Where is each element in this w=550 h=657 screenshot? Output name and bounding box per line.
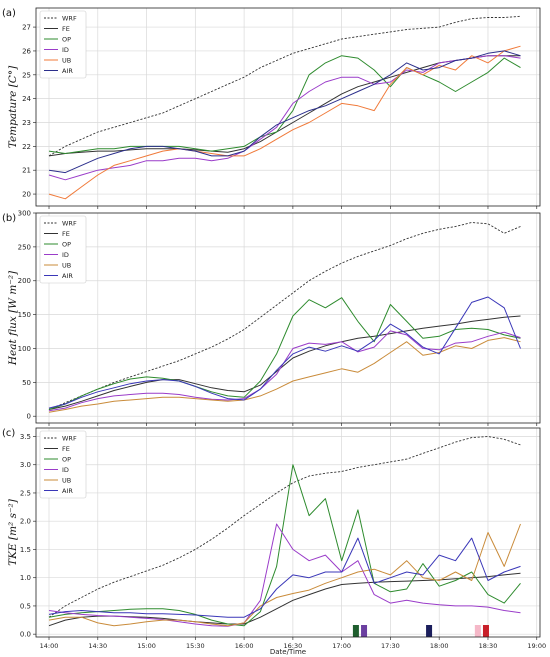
x-tick-label: 14:30 [88,642,107,650]
y-tick-label: 0.5 [20,602,31,610]
series-line-wrf [48,436,521,618]
legend-label: UB [62,56,71,64]
x-axis-label: Date/Time [270,648,306,656]
x-tick-label: 19:00 [527,642,546,650]
legend-label: OP [62,35,71,43]
panel-label: (c) [2,428,15,439]
legend-label: OP [62,240,71,248]
legend-label: WRF [62,434,77,442]
time-marker [426,625,433,637]
legend: WRF FE OP ID UB AIR [39,215,87,284]
legend-label: WRF [62,219,77,227]
y-axis-label: Heat flux [W m⁻²] [7,270,19,366]
y-tick-label: 0 [27,413,31,421]
y-tick-label: 26 [22,47,31,55]
x-tick-label: 15:30 [186,642,205,650]
time-marker [482,625,489,637]
legend-label: ID [62,251,69,259]
legend: WRF FE OP ID UB AIR [39,10,87,79]
legend-label: UB [62,261,71,269]
y-tick-label: 22 [22,143,31,151]
y-axis-label: Tempature [C°] [7,65,19,148]
series-line-op [48,297,521,410]
x-tick-label: 18:00 [430,642,449,650]
plot-frame [35,212,541,424]
plot-frame [35,427,541,638]
legend-box [39,430,87,499]
legend-label: ID [62,466,69,474]
series-line-id [48,55,521,181]
series-line-ub [48,523,521,627]
y-axis-label: TKE [m² s⁻²] [7,498,19,566]
y-tick-label: 20 [22,191,31,199]
y-tick-label: 3.0 [20,461,31,469]
legend-label: AIR [62,487,73,495]
y-tick-label: 200 [18,277,31,285]
y-tick-label: 2.0 [20,518,31,526]
series-line-air [48,537,521,618]
y-tick-label: 300 [18,210,31,218]
legend-label: OP [62,455,71,463]
legend-label: WRF [62,14,77,22]
series-line-id [48,523,521,627]
legend-label: FE [62,25,70,33]
legend-label: AIR [62,67,73,75]
y-tick-label: 21 [22,167,31,175]
y-tick-label: 150 [18,311,31,319]
x-tick-label: 14:00 [40,642,59,650]
time-marker [361,625,368,637]
x-tick-label: 16:30 [284,642,303,650]
x-tick-label: 17:00 [332,642,351,650]
y-tick-label: 250 [18,243,31,251]
x-tick-label: 18:30 [479,642,498,650]
series-line-air [48,50,521,174]
series-line-ub [48,337,521,413]
legend-box [39,215,87,284]
y-tick-label: 0.0 [20,631,31,639]
plot-frame [35,7,541,207]
y-tick-label: 23 [22,119,31,127]
legend: WRF FE OP ID UB AIR [39,430,87,499]
legend-label: AIR [62,272,73,280]
legend-label: ID [62,46,69,54]
legend-label: UB [62,476,71,484]
series-line-wrf [48,15,521,157]
panel-2: 0.0 0.5 1.0 1.5 2.0 2.5 3.0 3.5 14:00 14:30 15:00 1… [2,427,546,650]
panel-0: 20 21 22 23 24 25 26 27 WRF FE OP ID UB AIR (a) Tempatu… [2,7,541,209]
x-tick-label: 17:30 [381,642,400,650]
time-marker [474,625,481,637]
y-tick-label: 50 [22,379,31,387]
series-line-fe [48,315,521,410]
y-tick-label: 3.5 [20,433,31,441]
y-tick-label: 1.0 [20,574,31,582]
series-line-wrf [48,222,521,410]
y-tick-label: 2.5 [20,489,31,497]
y-tick-label: 27 [22,24,31,32]
panel-label: (a) [2,8,16,19]
panel-1: 0 50 100 150 200 250 300 WRF FE OP ID UB AIR (b) Heat … [2,210,541,426]
x-tick-label: 16:00 [235,642,254,650]
series-line-air [48,296,521,409]
time-marker [352,625,359,637]
y-tick-label: 24 [22,95,31,103]
legend-box [39,10,87,79]
y-tick-label: 1.5 [20,546,31,554]
x-tick-label: 15:00 [137,642,156,650]
legend-label: FE [62,445,70,453]
legend-label: FE [62,230,70,238]
y-tick-label: 25 [22,71,31,79]
y-tick-label: 100 [18,345,31,353]
panel-label: (b) [2,213,16,224]
series-line-op [48,464,521,627]
